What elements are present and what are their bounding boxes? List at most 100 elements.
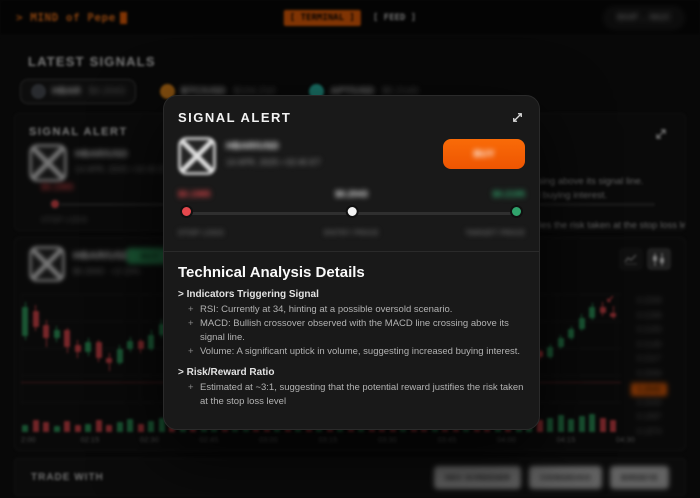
volume-bar xyxy=(53,426,60,432)
time-tick: 2:00 xyxy=(21,435,36,444)
divider xyxy=(164,251,539,252)
candle-body xyxy=(53,330,60,338)
price-tick: 0.2140 xyxy=(637,339,662,349)
price-tick: 0.2117 xyxy=(637,354,661,363)
time-tick: 03:45 xyxy=(437,435,457,444)
gridline xyxy=(80,294,82,404)
tab-feed[interactable]: [ FEED ] xyxy=(372,13,417,23)
volume-bar xyxy=(610,420,616,432)
page-title: LATEST SIGNALS xyxy=(28,54,156,69)
analysis-bullet: +RSI: Currently at 34, hinting at a poss… xyxy=(188,304,453,315)
candle-body xyxy=(22,307,28,336)
candle-body xyxy=(610,312,616,318)
volume-bar xyxy=(127,418,133,432)
modal-signal-date: 14 APR, 2025 • 02:45 ET xyxy=(226,157,321,167)
price-tick: 0.1974 xyxy=(637,426,662,436)
candle-body xyxy=(43,324,49,338)
app-logo-text: > MIND of Pepe xyxy=(16,11,116,24)
candle-body xyxy=(148,334,154,349)
stop-loss-price: $0.1985 xyxy=(41,182,74,192)
coingecko-button[interactable]: COINGECKO xyxy=(529,465,603,489)
birdeye-button[interactable]: BIRDEYE xyxy=(610,465,669,489)
target-price: $0.2195 xyxy=(492,189,525,199)
line-chart-icon xyxy=(624,254,637,265)
volume-bar xyxy=(74,424,81,432)
signal-alert-modal: SIGNAL ALERT HBAR/USD 14 APR, 2025 • 02:… xyxy=(163,95,540,430)
candle-body xyxy=(589,307,595,319)
coin-icon xyxy=(309,83,325,99)
candle-chart-button[interactable] xyxy=(647,248,671,270)
volume-bar xyxy=(64,421,70,432)
volume-bar xyxy=(137,423,144,432)
gridline xyxy=(556,294,558,404)
token-tab-btcusd[interactable]: BTC/USD $104,210 xyxy=(150,80,285,103)
token-tab-aptusd[interactable]: APT/USD $5.2140 xyxy=(299,80,428,103)
volume-bar xyxy=(22,424,28,432)
token-price: $5.2140 xyxy=(382,85,419,97)
sell-marker-icon: ↙ xyxy=(606,294,615,305)
price-tick: 0.2020 xyxy=(637,397,662,407)
buy-button[interactable]: BUY xyxy=(443,139,525,169)
top-bar: > MIND of Pepe [ TERMINAL ] [ FEED ] 0X4… xyxy=(0,0,700,36)
gridline xyxy=(21,294,22,404)
collapse-icon[interactable] xyxy=(510,110,525,125)
volume-bar xyxy=(106,424,112,432)
time-axis: 2:00 02:15 02:30 02:45 03:00 03:15 03:30 03:45 0… xyxy=(21,435,635,447)
analysis-bullet: +MACD: Bullish crossover observed with t… xyxy=(188,318,509,343)
candle-body xyxy=(599,307,606,313)
candle-body xyxy=(64,330,70,347)
analysis-section-title: > Indicators Triggering Signal xyxy=(178,289,319,300)
price-axis: 0.2209 0.2186 0.2163 0.2140 0.2117 0.2094 0.20… xyxy=(627,296,685,442)
token-tab-hbar[interactable]: HBAR $0.2043 xyxy=(20,78,137,104)
line-chart-button[interactable] xyxy=(619,248,643,270)
volume-bar xyxy=(568,418,574,432)
token-tabs: HBAR $0.2043 BTC/USD $104,210 APT/USD $5.2140 xyxy=(20,78,686,104)
candle-body xyxy=(85,342,91,353)
price-tick: 0.1997 xyxy=(637,412,662,421)
tab-terminal[interactable]: [ TERMINAL ] xyxy=(283,10,361,26)
token-ticker: APT/USD xyxy=(330,85,375,97)
volume-bar xyxy=(557,415,564,432)
time-tick: 03:15 xyxy=(318,435,338,444)
card-title: SIGNAL ALERT xyxy=(29,126,128,138)
token-icon xyxy=(29,144,67,182)
time-tick: 02:15 xyxy=(80,435,100,444)
volume-bar xyxy=(547,417,553,432)
candle-body xyxy=(158,323,165,335)
time-tick: 04:15 xyxy=(556,435,576,444)
analysis-bullets: + Estimated at ~3:1, suggesting that the … xyxy=(178,381,525,415)
stop-loss-dot xyxy=(180,205,193,218)
terminal-cursor-icon xyxy=(119,11,127,24)
volume-bar xyxy=(85,423,91,432)
entry-price: $0.2043 xyxy=(335,189,368,199)
token-price: $0.2043 xyxy=(88,85,126,97)
volume-bar xyxy=(116,422,123,432)
price-tick: 0.2186 xyxy=(637,310,662,320)
candle-body xyxy=(547,346,553,357)
modal-token-icon xyxy=(178,137,216,175)
entry-dot xyxy=(345,205,359,218)
signal-date: 14 APR, 2025 • 02:45 ET xyxy=(75,164,170,174)
volume-bar xyxy=(578,416,585,432)
wallet-button[interactable]: 0X4F..9A2C xyxy=(603,6,684,29)
analysis-section-title: > Risk/Reward Ratio xyxy=(178,367,275,378)
candle-body xyxy=(578,318,585,330)
buy-button-label: BUY xyxy=(473,148,495,160)
expand-icon[interactable] xyxy=(653,126,669,142)
risk-reward-slider: $0.1985 STOP LOSS $0.2043 ENTRY PRICE $0… xyxy=(178,189,525,241)
candle-body xyxy=(137,341,144,349)
signal-badge: BUY xyxy=(127,248,173,264)
dex-screener-button[interactable]: DEX SCREENER xyxy=(434,465,522,489)
candle-body xyxy=(568,329,574,338)
analysis-bullet: +Volume: A significant uptick in volume,… xyxy=(188,346,521,357)
candle-body xyxy=(127,341,133,349)
candle-body xyxy=(32,310,39,327)
chart-token-icon xyxy=(29,246,65,282)
volume-bar xyxy=(599,417,606,432)
time-tick: 02:30 xyxy=(140,435,159,444)
stop-loss-dot xyxy=(49,198,61,210)
stop-loss-price: $0.1985 xyxy=(178,189,211,199)
time-tick: 03:30 xyxy=(378,435,397,444)
candlestick-icon xyxy=(653,252,664,266)
candle-body xyxy=(106,357,112,364)
